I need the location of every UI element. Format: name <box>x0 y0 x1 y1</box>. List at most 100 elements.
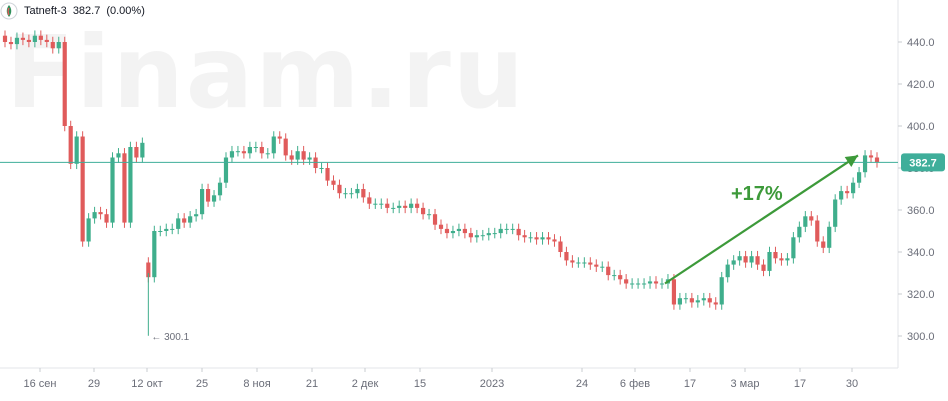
candle-body <box>241 151 246 154</box>
candle-body <box>576 262 581 264</box>
candle-body <box>265 153 270 155</box>
candle-body <box>522 235 527 238</box>
candle-body <box>564 252 569 261</box>
candle-body <box>821 241 826 248</box>
candle-body <box>552 239 557 242</box>
candle-body <box>2 35 8 42</box>
candle-body <box>510 228 515 230</box>
min-annotation-label: ← 300.1 <box>151 332 189 343</box>
x-tick-label: 30 <box>846 378 858 390</box>
watermark: Finam.ru <box>6 14 526 131</box>
y-tick-label: 420.0 <box>907 79 935 91</box>
x-tick-label: 17 <box>794 378 806 390</box>
candle-body <box>659 283 665 285</box>
candle-body <box>498 228 503 234</box>
candle-body <box>534 237 539 240</box>
candle-body <box>355 189 360 194</box>
candle-body <box>223 157 229 183</box>
candle-body <box>205 189 211 202</box>
candle-body <box>725 264 730 278</box>
current-price-label: 382.7 <box>909 157 937 169</box>
candle-body <box>653 281 659 284</box>
candle-body <box>444 228 450 234</box>
candle-body <box>98 212 103 215</box>
candle-body <box>677 298 682 305</box>
candle-body <box>420 207 426 215</box>
x-tick-label: 3 мар <box>731 378 760 390</box>
candle-body <box>44 39 49 42</box>
candle-body <box>630 283 635 285</box>
candle-body <box>606 266 611 276</box>
candle-body <box>803 216 808 227</box>
candle-body <box>468 233 473 238</box>
candle-body <box>594 264 599 267</box>
y-tick-label: 340.0 <box>907 247 935 259</box>
candle-body <box>761 264 766 271</box>
candle-body <box>307 157 312 160</box>
candle-body <box>325 168 330 181</box>
y-tick-label: 440.0 <box>907 37 935 49</box>
candle-body <box>152 231 157 278</box>
candle-body <box>874 157 880 163</box>
candle-body <box>695 300 700 303</box>
x-tick-label: 6 фев <box>620 378 650 390</box>
candle-body <box>624 279 629 284</box>
candle-body <box>379 203 384 205</box>
candle-body <box>116 153 121 158</box>
candle-body <box>295 151 300 160</box>
candle-body <box>146 262 151 278</box>
candle-body <box>636 283 641 285</box>
x-tick-label: 15 <box>414 378 426 390</box>
chart-header: Tatneft-3 382.7 (0.00%) <box>0 2 145 20</box>
candle-body <box>158 231 163 232</box>
candle-body <box>749 256 754 263</box>
candle-body <box>200 189 205 215</box>
candle-body <box>271 136 276 154</box>
candle-body <box>588 262 593 265</box>
x-tick-label: 8 ноя <box>243 378 270 390</box>
candle-body <box>570 260 575 263</box>
candle-body <box>701 298 706 301</box>
last-price: 382.7 <box>72 5 101 17</box>
candle-body <box>486 233 491 236</box>
candle-body <box>229 151 235 158</box>
candle-body <box>791 237 796 259</box>
candle-body <box>86 218 91 242</box>
candle-body <box>56 42 61 49</box>
candle-body <box>343 193 348 195</box>
candle-body <box>170 228 175 230</box>
candle-body <box>62 42 67 126</box>
candle-body <box>480 235 485 237</box>
candle-body <box>528 237 533 239</box>
candle-body <box>26 39 31 42</box>
candle-body <box>110 157 115 223</box>
tatneft-logo-icon <box>0 2 18 20</box>
candle-body <box>415 203 420 208</box>
candle-body <box>349 193 354 195</box>
x-tick-label: 17 <box>684 378 696 390</box>
candle-body <box>373 203 378 205</box>
candle-body <box>68 126 73 164</box>
candle-body <box>456 228 462 231</box>
candle-body <box>74 136 79 164</box>
candle-body <box>385 203 390 208</box>
x-tick-label: 21 <box>306 378 318 390</box>
candle-body <box>50 42 55 49</box>
candle-body <box>540 237 545 240</box>
candle-body <box>20 37 26 40</box>
candle-body <box>612 275 617 277</box>
candle-body <box>779 258 784 261</box>
candle-body <box>331 180 336 185</box>
candle-body <box>600 266 605 268</box>
candle-body <box>319 168 324 169</box>
candle-body <box>504 228 509 230</box>
candle-body <box>737 256 742 261</box>
candle-body <box>367 197 372 204</box>
candle-body <box>361 189 366 198</box>
candle-body <box>683 298 688 300</box>
candle-body <box>773 252 778 259</box>
candle-body <box>38 35 43 40</box>
candle-body <box>743 256 748 263</box>
